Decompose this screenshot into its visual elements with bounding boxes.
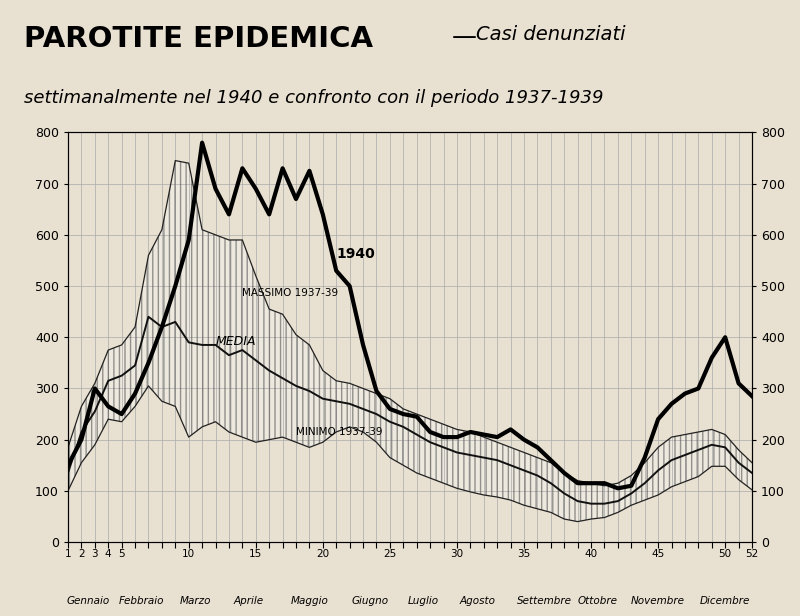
Text: Novembre: Novembre	[631, 596, 685, 606]
Text: Maggio: Maggio	[290, 596, 328, 606]
Text: Gennaio: Gennaio	[66, 596, 110, 606]
Text: Aprile: Aprile	[234, 596, 264, 606]
Text: 1940: 1940	[336, 247, 375, 261]
Text: MINIMO 1937-39: MINIMO 1937-39	[296, 426, 382, 437]
Text: PAROTITE EPIDEMICA: PAROTITE EPIDEMICA	[24, 25, 373, 52]
Text: Agosto: Agosto	[459, 596, 495, 606]
Text: Giugno: Giugno	[351, 596, 388, 606]
Text: Marzo: Marzo	[180, 596, 211, 606]
Text: MEDIA: MEDIA	[215, 335, 256, 348]
Text: Luglio: Luglio	[408, 596, 439, 606]
Text: Dicembre: Dicembre	[700, 596, 750, 606]
Text: Settembre: Settembre	[517, 596, 572, 606]
Text: Febbraio: Febbraio	[119, 596, 165, 606]
Text: settimanalmente nel 1940 e confronto con il periodo 1937-1939: settimanalmente nel 1940 e confronto con…	[24, 89, 603, 107]
Text: Casi denunziati: Casi denunziati	[476, 25, 626, 44]
Text: —: —	[452, 25, 477, 49]
Text: Ottobre: Ottobre	[578, 596, 618, 606]
Text: MASSIMO 1937-39: MASSIMO 1937-39	[242, 288, 338, 298]
